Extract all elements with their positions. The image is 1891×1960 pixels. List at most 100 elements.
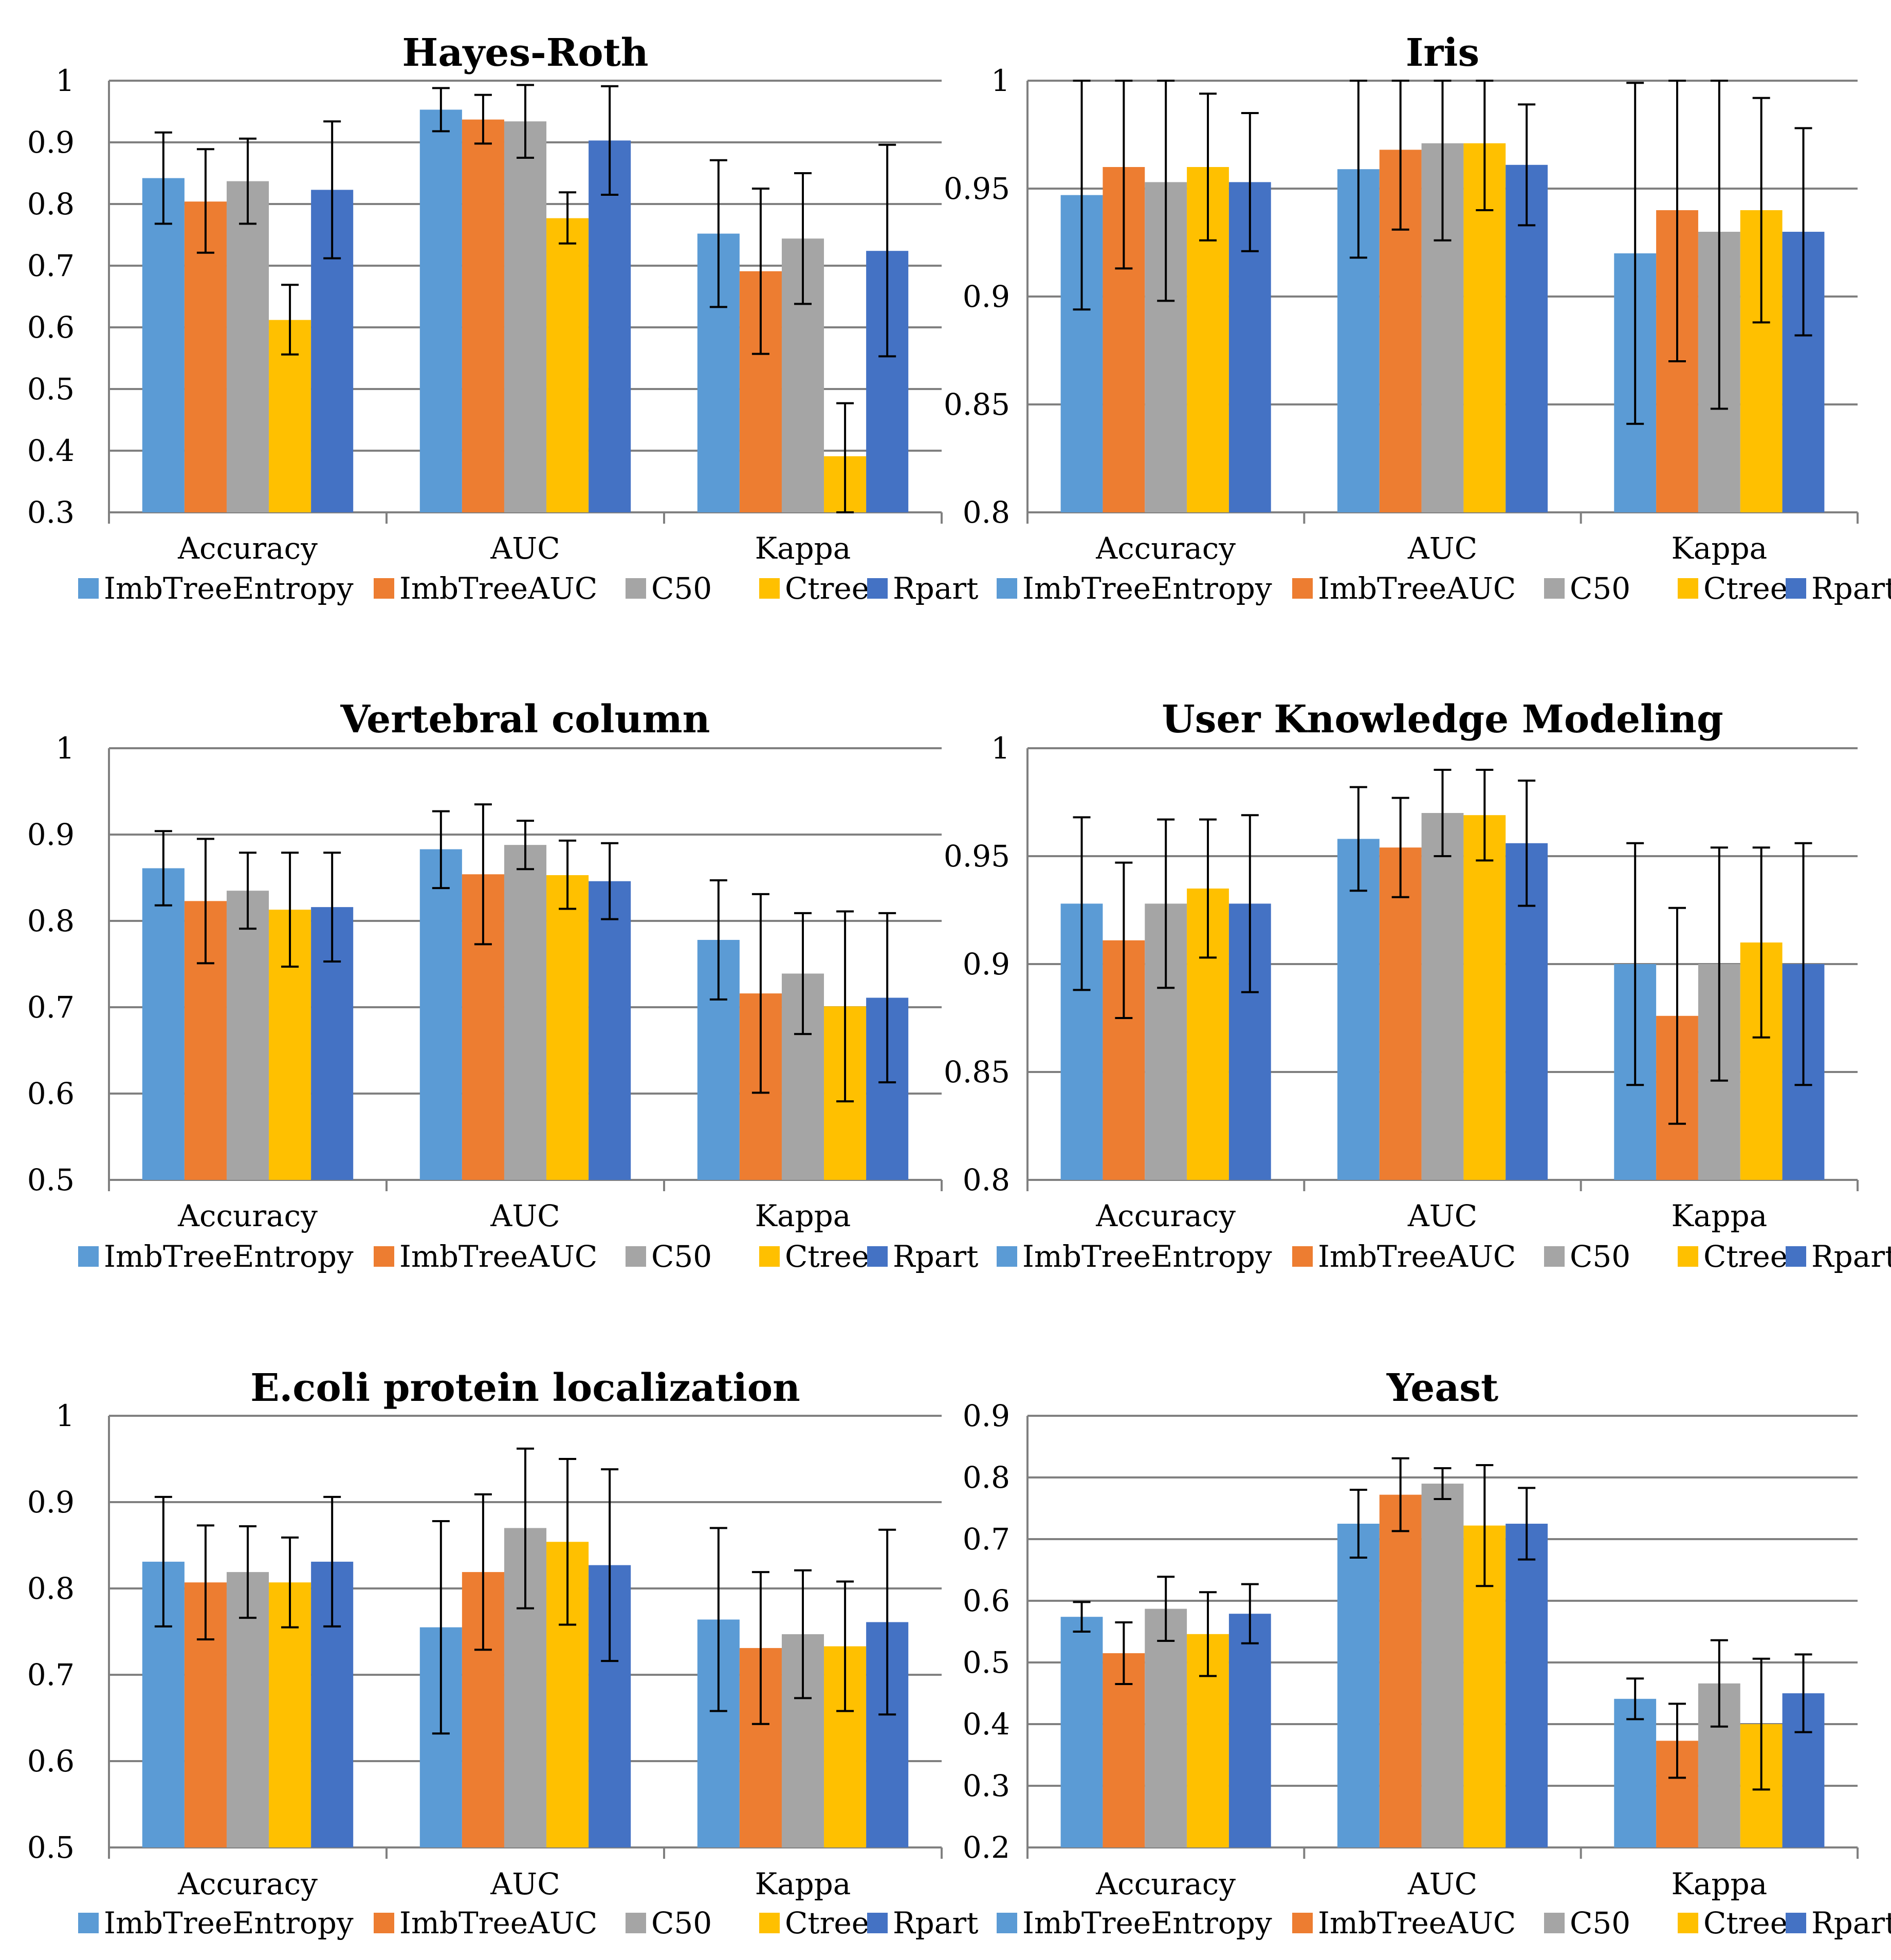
bar-imbtreeentropy-accuracy bbox=[142, 868, 185, 1180]
legend-swatch-c50 bbox=[626, 1246, 646, 1267]
legend-label: ImbTreeAUC bbox=[1318, 1906, 1516, 1940]
y-tick-label: 0.9 bbox=[963, 1398, 1010, 1433]
y-tick-label: 0.5 bbox=[27, 1830, 75, 1865]
legend-swatch-c50 bbox=[626, 1913, 646, 1933]
y-tick-label: 0.6 bbox=[27, 310, 75, 345]
legend-swatch-imbtreeauc bbox=[374, 1246, 394, 1267]
bar-rpart-accuracy bbox=[1228, 1614, 1271, 1847]
legend-swatch-c50 bbox=[626, 578, 646, 599]
legend-swatch-imbtreeentropy bbox=[997, 1913, 1017, 1933]
y-tick-label: 0.8 bbox=[27, 187, 75, 221]
y-tick-label: 0.95 bbox=[944, 171, 1010, 206]
legend-swatch-imbtreeauc bbox=[374, 578, 394, 599]
x-category-label: AUC bbox=[490, 1198, 560, 1233]
legend-label: Rpart bbox=[1811, 571, 1891, 606]
y-tick-label: 0.8 bbox=[963, 1460, 1010, 1495]
y-tick-label: 0.9 bbox=[27, 1485, 75, 1520]
y-tick-label: 1 bbox=[56, 1398, 75, 1433]
legend-label: ImbTreeEntropy bbox=[1022, 1906, 1272, 1940]
y-tick-label: 1 bbox=[991, 731, 1010, 766]
legend-swatch-c50 bbox=[1544, 1246, 1565, 1267]
chart-title: User Knowledge Modeling bbox=[1162, 697, 1723, 742]
chart-title: E.coli protein localization bbox=[250, 1366, 800, 1410]
chart-panel-3: Vertebral column 0.5 0.6 0.7 0.8 0.9 1 Accuracy… bbox=[27, 697, 979, 1274]
bar-imbtreeentropy-kappa bbox=[1614, 1698, 1657, 1847]
legend-label: Ctree bbox=[1703, 571, 1788, 606]
bar-imbtreeentropy-auc bbox=[419, 109, 462, 512]
y-tick-label: 1 bbox=[56, 731, 75, 766]
legend-label: ImbTreeAUC bbox=[399, 1906, 597, 1940]
legend-swatch-rpart bbox=[1786, 1913, 1806, 1933]
x-category-label: Kappa bbox=[1671, 1866, 1767, 1901]
chart-panel-6: Yeast 0.2 0.3 0.4 0.5 0.6 0.7 0.8 0.9 Accuracy AUC… bbox=[963, 1366, 1891, 1940]
legend-swatch-rpart bbox=[867, 578, 888, 599]
x-category-label: Accuracy bbox=[1095, 1198, 1236, 1233]
y-tick-label: 0.85 bbox=[944, 387, 1010, 422]
bar-imbtreeauc-accuracy bbox=[1103, 1653, 1145, 1847]
legend-swatch-imbtreeauc bbox=[374, 1913, 394, 1933]
legend-swatch-ctree bbox=[759, 1246, 780, 1267]
legend-label: ImbTreeEntropy bbox=[1022, 571, 1272, 606]
y-tick-label: 0.6 bbox=[27, 1744, 75, 1779]
chart-title: Hayes-Roth bbox=[402, 31, 648, 75]
y-tick-label: 0.7 bbox=[963, 1522, 1010, 1557]
legend-label: Ctree bbox=[1703, 1239, 1788, 1274]
x-category-label: Kappa bbox=[755, 1866, 851, 1901]
legend-label: ImbTreeAUC bbox=[399, 571, 597, 606]
y-tick-label: 0.3 bbox=[963, 1768, 1010, 1803]
legend-label: Ctree bbox=[785, 571, 869, 606]
y-tick-label: 0.7 bbox=[27, 1657, 75, 1692]
y-tick-label: 0.8 bbox=[963, 495, 1010, 530]
y-tick-label: 0.5 bbox=[27, 372, 75, 406]
legend-label: ImbTreeAUC bbox=[1318, 1239, 1516, 1274]
legend-label: C50 bbox=[1570, 571, 1630, 606]
legend-swatch-rpart bbox=[1786, 578, 1806, 599]
y-tick-label: 0.85 bbox=[944, 1055, 1010, 1089]
bar-ctree-auc bbox=[546, 875, 589, 1180]
x-category-label: Kappa bbox=[755, 531, 851, 566]
bar-c50-auc bbox=[1421, 1484, 1464, 1847]
bar-c50-auc bbox=[504, 121, 547, 512]
bar-rpart-auc bbox=[1506, 1524, 1548, 1847]
legend-label: C50 bbox=[1570, 1239, 1630, 1274]
bar-imbtreeauc-auc bbox=[1379, 1494, 1422, 1847]
y-tick-label: 1 bbox=[991, 63, 1010, 98]
chart-title: Vertebral column bbox=[340, 697, 710, 742]
legend-swatch-imbtreeauc bbox=[1292, 1246, 1313, 1267]
x-category-label: AUC bbox=[1407, 1198, 1477, 1233]
y-tick-label: 0.3 bbox=[27, 495, 75, 530]
y-tick-label: 0.8 bbox=[963, 1162, 1010, 1197]
bar-c50-accuracy bbox=[226, 891, 269, 1180]
x-category-label: AUC bbox=[1407, 1866, 1477, 1901]
chart-title: Yeast bbox=[1386, 1366, 1498, 1410]
chart-panel-5: E.coli protein localization 0.5 0.6 0.7 0.8 0… bbox=[27, 1366, 979, 1940]
chart-panel-2: Iris 0.8 0.85 0.9 0.95 1 Accuracy AUC Kappa ImbTr… bbox=[944, 31, 1891, 606]
legend-swatch-ctree bbox=[1678, 1913, 1698, 1933]
bar-ctree-auc bbox=[1463, 815, 1506, 1180]
y-tick-label: 0.95 bbox=[944, 839, 1010, 874]
chart-panel-1: Hayes-Roth 0.3 0.4 0.5 0.6 0.7 0.8 0.9 1 Accuracy… bbox=[27, 31, 979, 606]
bar-ctree-auc bbox=[546, 218, 589, 513]
legend-label: Rpart bbox=[893, 1239, 978, 1274]
bar-imbtreeentropy-auc bbox=[419, 849, 462, 1180]
legend-label: ImbTreeEntropy bbox=[104, 571, 354, 606]
legend-swatch-rpart bbox=[1786, 1246, 1806, 1267]
legend-swatch-rpart bbox=[867, 1913, 888, 1933]
y-tick-label: 0.9 bbox=[963, 947, 1010, 982]
y-tick-label: 0.5 bbox=[963, 1645, 1010, 1680]
x-category-label: AUC bbox=[490, 531, 560, 566]
legend-swatch-imbtreeentropy bbox=[78, 578, 99, 599]
bar-rpart-auc bbox=[589, 140, 631, 512]
legend-swatch-ctree bbox=[1678, 578, 1698, 599]
bar-imbtreeentropy-auc bbox=[1337, 1524, 1380, 1847]
bar-c50-auc bbox=[1421, 813, 1464, 1180]
legend-label: ImbTreeAUC bbox=[399, 1239, 597, 1274]
x-category-label: Kappa bbox=[1671, 1198, 1767, 1233]
bar-c50-auc bbox=[504, 845, 547, 1180]
legend-label: Ctree bbox=[785, 1906, 869, 1940]
legend-swatch-imbtreeauc bbox=[1292, 578, 1313, 599]
legend-label: C50 bbox=[651, 1239, 712, 1274]
legend-swatch-imbtreeentropy bbox=[78, 1246, 99, 1267]
x-category-label: Accuracy bbox=[1095, 531, 1236, 566]
y-tick-label: 0.9 bbox=[27, 125, 75, 160]
